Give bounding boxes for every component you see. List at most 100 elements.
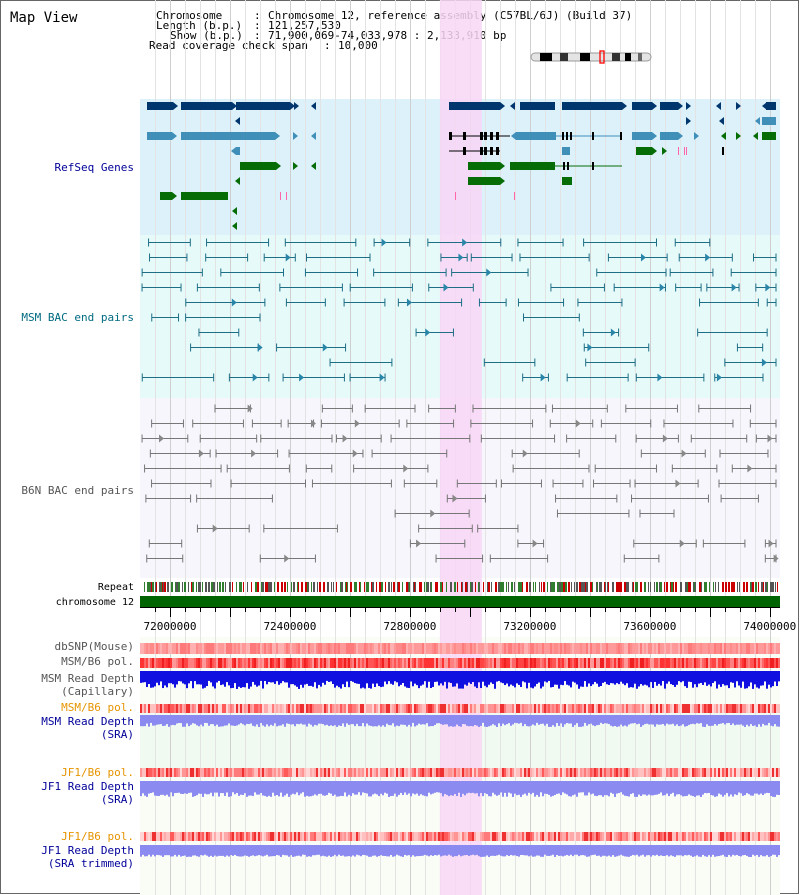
heat-cell (604, 658, 606, 668)
gene-exon-block (632, 132, 652, 140)
heat-cell (450, 768, 452, 777)
heat-cell (604, 832, 606, 841)
gene-feature[interactable] (660, 102, 683, 110)
track-label-msm-b6-pol-1[interactable]: MSM/B6 pol. (61, 655, 134, 668)
track-label-msm-bac[interactable]: MSM BAC end pairs (21, 311, 134, 324)
msm-read-depth-sra-track[interactable] (140, 715, 780, 727)
depth-bar (280, 845, 282, 857)
depth-bar (488, 781, 490, 797)
depth-bar (318, 715, 320, 724)
depth-bar (658, 715, 660, 725)
gene-feature[interactable] (562, 177, 572, 185)
depth-bar (326, 671, 328, 681)
gene-feature[interactable] (660, 132, 683, 140)
heat-cell (772, 643, 774, 654)
track-label-jf1-depth-trimmed[interactable]: JF1 Read Depth (41, 844, 134, 857)
refseq-genes-track[interactable] (147, 102, 776, 230)
depth-bar (516, 781, 518, 796)
heat-cell (302, 704, 304, 713)
depth-bar (656, 671, 658, 686)
track-label-repeat[interactable]: Repeat (97, 582, 134, 593)
gene-feature[interactable] (468, 162, 505, 170)
gene-feature[interactable] (632, 132, 657, 140)
gene-feature[interactable] (147, 132, 177, 140)
gene-feature[interactable] (762, 132, 776, 140)
track-label-refseq[interactable]: RefSeq Genes (54, 161, 134, 174)
heat-cell (290, 832, 292, 841)
heat-cell (492, 704, 494, 713)
jf1-b6-pol-track-1[interactable] (140, 768, 780, 777)
depth-bar (240, 671, 242, 688)
heat-cell (586, 768, 588, 777)
heat-cell (700, 643, 702, 654)
depth-bar (764, 671, 766, 682)
gene-feature[interactable] (562, 102, 627, 110)
heat-cell (746, 643, 748, 654)
repeat-element (454, 582, 456, 592)
msm-bac-end-pairs-track[interactable] (141, 238, 777, 382)
gene-feature[interactable] (562, 147, 570, 155)
heat-cell (224, 832, 226, 841)
msm-read-depth-capillary-track[interactable] (140, 671, 780, 689)
track-label-dbsnp[interactable]: dbSNP(Mouse) (54, 640, 134, 653)
depth-bar (560, 715, 562, 724)
track-label-msm-depth-capillary[interactable]: MSM Read Depth (41, 672, 134, 685)
track-label-jf1-pol-2[interactable]: JF1/B6 pol. (61, 830, 134, 843)
msm-b6-pol-track-2[interactable] (140, 704, 780, 713)
heat-cell (758, 643, 760, 654)
jf1-b6-pol-track-2[interactable] (140, 832, 780, 841)
msm-b6-pol-track-1[interactable] (140, 658, 780, 668)
b6n-bac-end-pairs-track[interactable] (141, 404, 779, 563)
depth-bar (514, 671, 516, 688)
gene-feature[interactable] (636, 147, 657, 155)
gene-feature[interactable] (511, 132, 556, 140)
gene-feature[interactable] (181, 192, 228, 200)
track-label-b6n-bac[interactable]: B6N BAC end pairs (21, 484, 134, 497)
gene-feature[interactable] (240, 162, 281, 170)
gene-feature[interactable] (231, 147, 240, 155)
heat-cell (668, 768, 670, 777)
track-label-msm-depth-sra[interactable]: MSM Read Depth (41, 715, 134, 728)
track-label-jf1-pol-1[interactable]: JF1/B6 pol. (61, 766, 134, 779)
track-label-jf1-depth-sra[interactable]: JF1 Read Depth (41, 780, 134, 793)
jf1-read-depth-trimmed-track[interactable] (140, 845, 780, 857)
gene-feature[interactable] (510, 162, 555, 170)
depth-bar (166, 715, 168, 725)
gene-feature[interactable] (520, 102, 555, 110)
dbsnp-track[interactable] (140, 643, 780, 654)
heat-cell (300, 768, 302, 777)
heat-cell (666, 832, 668, 841)
gene-feature[interactable] (449, 102, 505, 110)
bac-end-arrow (675, 479, 681, 488)
heat-cell (382, 658, 384, 668)
heat-cell (152, 704, 154, 713)
heat-cell (342, 704, 344, 713)
track-label-msm-b6-pol-2[interactable]: MSM/B6 pol. (61, 701, 134, 714)
gene-feature[interactable] (468, 177, 505, 185)
heat-cell (760, 832, 762, 841)
depth-bar (356, 671, 358, 684)
repeat-element (605, 582, 606, 592)
heat-cell (722, 658, 724, 668)
depth-bar (654, 781, 656, 795)
chromosome-ideogram[interactable] (530, 50, 652, 64)
gene-feature[interactable] (766, 102, 776, 110)
depth-bar (492, 845, 494, 856)
gene-feature[interactable] (147, 102, 178, 110)
gene-feature[interactable] (236, 102, 295, 110)
depth-bar (298, 845, 300, 856)
repeat-track[interactable] (144, 582, 778, 592)
gene-feature[interactable] (181, 132, 280, 140)
heat-cell (582, 643, 584, 654)
heat-cell (566, 704, 568, 713)
depth-bar (456, 671, 458, 684)
gene-feature[interactable] (632, 102, 657, 110)
track-label-chromosome[interactable]: chromosome 12 (55, 597, 134, 608)
jf1-read-depth-sra-track[interactable] (140, 781, 780, 797)
gene-feature[interactable] (181, 102, 237, 110)
gene-feature[interactable] (160, 192, 177, 200)
heat-cell (686, 768, 688, 777)
gene-feature[interactable] (762, 117, 776, 125)
heat-cell (452, 704, 454, 713)
